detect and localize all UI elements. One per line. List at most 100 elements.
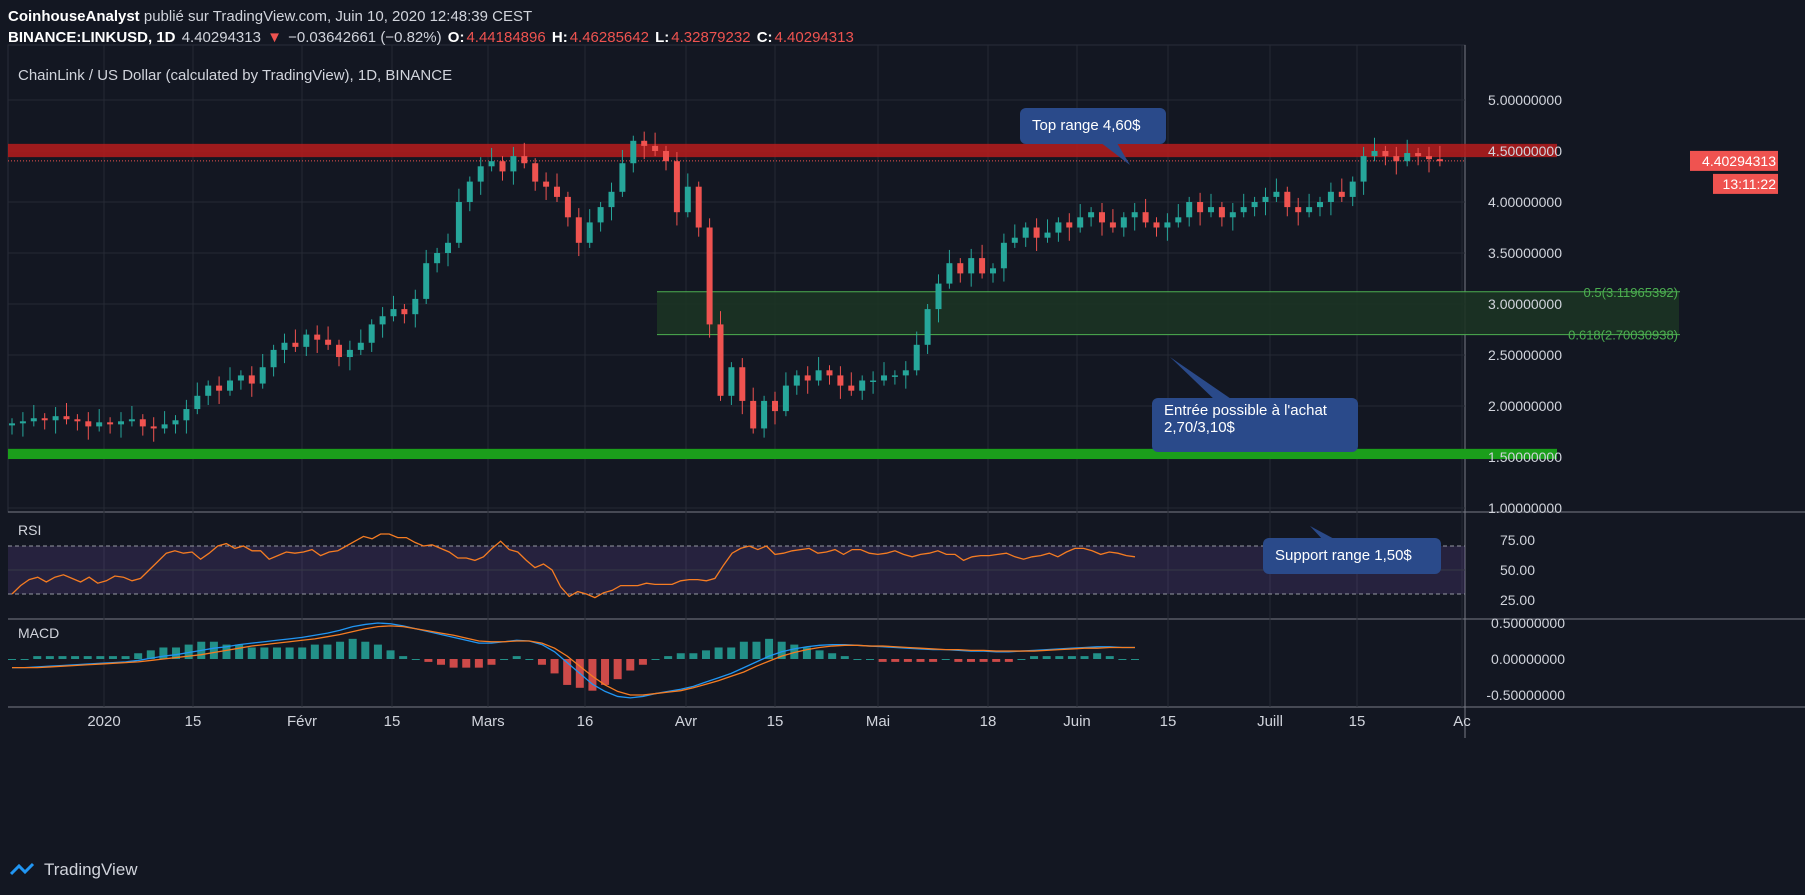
- x-tick-label: 15: [1349, 713, 1366, 730]
- macd-histogram-bar: [323, 644, 332, 659]
- candle-body: [118, 421, 124, 425]
- candle-body: [793, 375, 800, 386]
- candle-body: [1109, 222, 1116, 228]
- candle-body: [499, 161, 506, 172]
- candle-body: [510, 156, 517, 172]
- candle-body: [739, 367, 746, 401]
- candle-body: [564, 196, 571, 218]
- candle-body: [1426, 156, 1432, 160]
- candle-body: [521, 156, 528, 164]
- macd-histogram-bar: [638, 659, 647, 665]
- footer-brand[interactable]: TradingView: [10, 860, 138, 880]
- macd-histogram-bar: [588, 659, 597, 691]
- x-tick-label: 18: [980, 713, 997, 730]
- candle-body: [663, 151, 669, 162]
- candle-body: [1164, 222, 1171, 228]
- candle-body: [1251, 202, 1258, 208]
- candle-body: [1262, 196, 1269, 202]
- candle-body: [466, 181, 473, 202]
- candle-body: [477, 166, 484, 182]
- candle-body: [1153, 222, 1160, 228]
- callout-text: 2,70/3,10$: [1164, 419, 1236, 436]
- candle-body: [1186, 202, 1193, 218]
- macd-histogram-bar: [1017, 659, 1026, 660]
- macd-histogram-bar: [45, 656, 54, 659]
- macd-histogram-bar: [790, 644, 799, 659]
- open-value: 4.44184896: [466, 29, 546, 46]
- macd-histogram-bar: [235, 644, 244, 659]
- macd-histogram-bar: [146, 650, 155, 659]
- close-label: C:: [756, 29, 773, 46]
- last-price: 4.40294313: [181, 29, 261, 46]
- candle-body: [19, 421, 26, 424]
- x-tick-label: Mai: [866, 713, 890, 730]
- low-label: L:: [655, 29, 670, 46]
- candle-body: [815, 370, 822, 381]
- candle-body: [488, 161, 495, 167]
- candle-body: [259, 367, 266, 384]
- candle-body: [455, 202, 462, 243]
- callout-text: Top range 4,60$: [1032, 117, 1141, 134]
- y-tick-label: 2.00000000: [1488, 398, 1562, 414]
- candle-body: [390, 309, 397, 317]
- open-label: O:: [447, 29, 465, 46]
- candle-body: [881, 375, 887, 381]
- candle-body: [412, 298, 419, 315]
- candle-body: [1088, 212, 1095, 218]
- candle-body: [859, 380, 866, 391]
- level-bands: 0.5(3.11965392) 0.618(2.70030938): [8, 143, 1680, 460]
- candle-body: [957, 263, 964, 274]
- macd-histogram-bar: [424, 659, 433, 662]
- macd-histogram-bar: [1118, 659, 1127, 660]
- macd-histogram-bar: [992, 659, 1001, 662]
- candle-body: [597, 207, 604, 223]
- price-change: −0.03642661 (−0.82%): [288, 29, 442, 46]
- author-name[interactable]: CoinhouseAnalyst: [8, 8, 140, 25]
- macd-histogram-bar: [108, 656, 117, 659]
- candle-body: [1327, 191, 1334, 202]
- macd-histogram-bar: [411, 659, 420, 660]
- callout-box: [1020, 108, 1166, 144]
- rsi-tick-label: 75.00: [1500, 532, 1535, 548]
- candle-body: [1306, 207, 1313, 213]
- macd-histogram-bar: [500, 659, 509, 660]
- macd-histogram-bar: [373, 644, 382, 659]
- candle-body: [684, 186, 691, 213]
- macd-histogram-bar: [285, 647, 294, 659]
- macd-histogram-bar: [386, 650, 395, 659]
- candle-body: [52, 416, 59, 421]
- fib-label: 0.5(3.11965392): [1584, 285, 1678, 300]
- candle-body: [924, 309, 931, 345]
- candle-body: [673, 161, 680, 213]
- candle-body: [1273, 191, 1280, 197]
- macd-histogram-bar: [247, 647, 256, 659]
- macd-histogram-bar: [802, 647, 811, 659]
- x-tick-label: 15: [1160, 713, 1177, 730]
- candle-body: [74, 419, 81, 422]
- down-arrow-icon: ▼: [267, 29, 282, 46]
- candle-body: [630, 140, 637, 164]
- macd-histogram-bar: [651, 659, 660, 660]
- candle-body: [227, 380, 233, 391]
- symbol-label[interactable]: BINANCE:LINKUSD, 1D: [8, 29, 176, 46]
- macd-histogram-bar: [399, 656, 408, 659]
- macd-histogram-bar: [487, 659, 496, 665]
- callout-text: Entrée possible à l'achat: [1164, 402, 1328, 419]
- candle-body: [1022, 227, 1029, 238]
- low-value: 4.32879232: [671, 29, 751, 46]
- macd-histogram-bar: [815, 650, 824, 659]
- high-label: H:: [551, 29, 568, 46]
- macd-histogram-bar: [1093, 653, 1102, 659]
- callout-text: Support range 1,50$: [1275, 547, 1412, 564]
- macd-histogram-bar: [58, 656, 67, 659]
- candle-body: [804, 375, 811, 381]
- macd-histogram-bar: [979, 659, 988, 662]
- candle-body: [532, 163, 539, 182]
- macd-histogram-bar: [563, 659, 572, 685]
- candle-body: [1131, 212, 1138, 218]
- macd-histogram-bar: [222, 644, 231, 659]
- y-tick-label: 4.50000000: [1488, 143, 1562, 159]
- candle-body: [979, 258, 986, 274]
